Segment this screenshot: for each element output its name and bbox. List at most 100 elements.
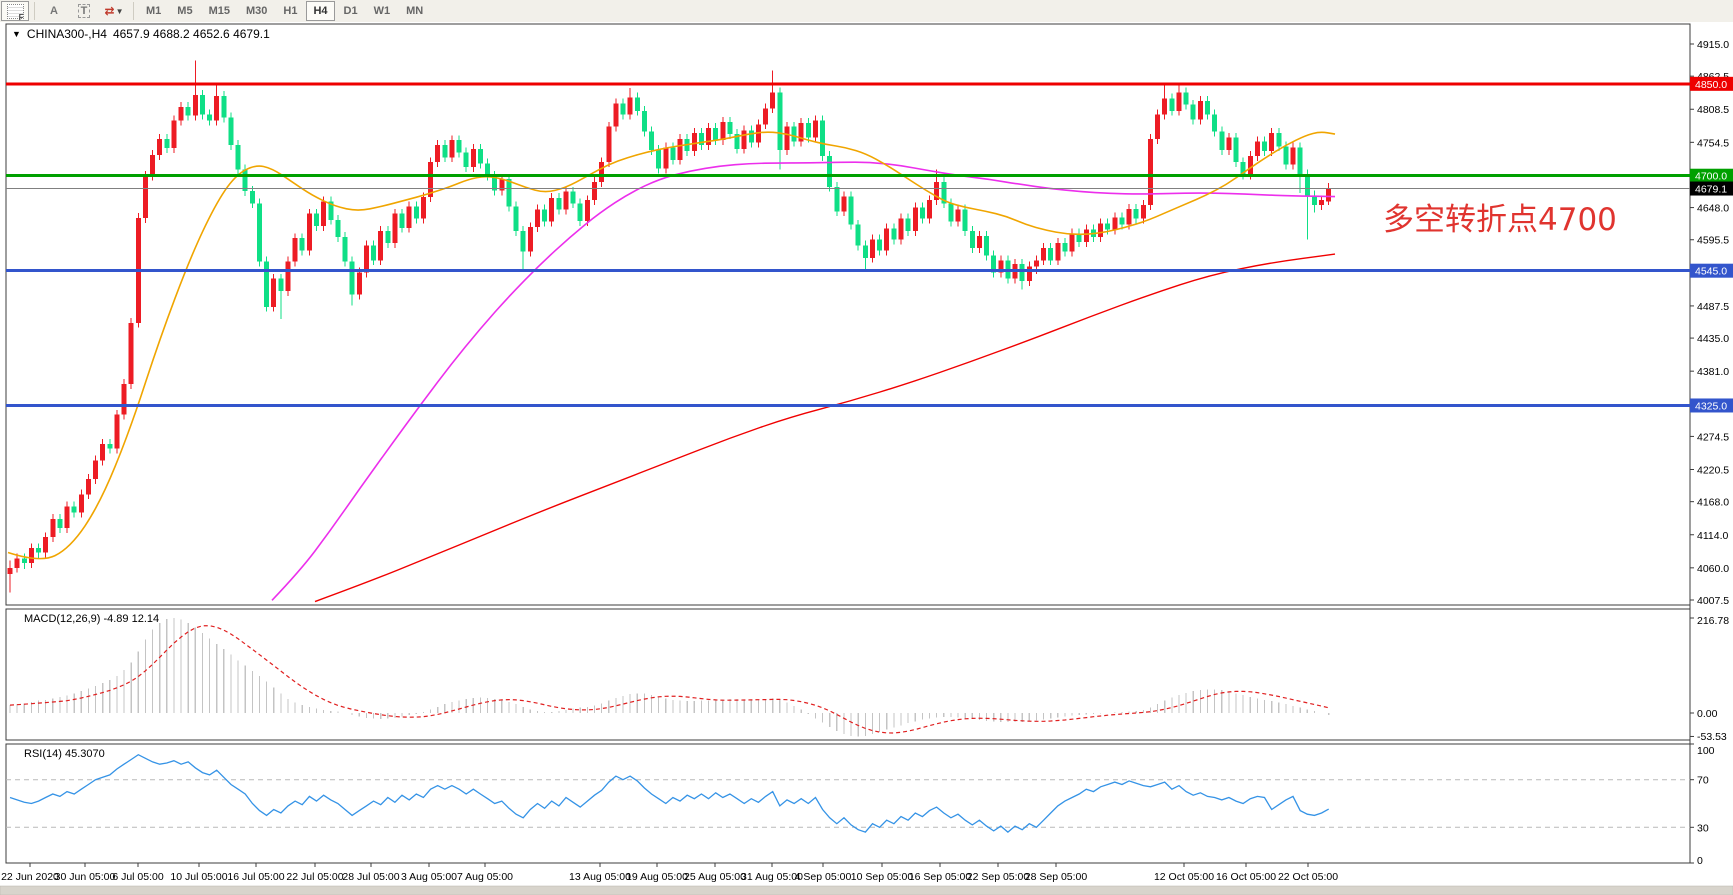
candle: [328, 201, 334, 220]
arrows-icon: ⇄: [104, 4, 115, 18]
toolbar-separator: [133, 2, 134, 20]
timeframe-button-M30[interactable]: M30: [245, 5, 268, 17]
candle: [599, 162, 605, 182]
candle: [727, 121, 733, 135]
macd-tick-label: 216.78: [1697, 615, 1729, 627]
candle: [855, 224, 861, 246]
candle: [834, 186, 840, 212]
price-tick-label: 4060.0: [1697, 563, 1729, 575]
rsi-tick-label: 30: [1697, 822, 1709, 834]
arrange-arrows-button[interactable]: ⇄ ▼: [100, 1, 128, 21]
timeframe-button-W1[interactable]: W1: [373, 5, 391, 17]
candle: [820, 120, 826, 157]
candle: [656, 149, 662, 169]
time-tick-label: 30 Jun 05:00: [55, 871, 116, 883]
rsi-tick-label: 0: [1697, 855, 1703, 867]
chart-canvas[interactable]: 4915.04862.54808.54754.54648.04595.54487…: [0, 22, 1733, 895]
time-tick-label: 22 Oct 05:00: [1278, 871, 1338, 883]
candle: [413, 206, 419, 219]
candle: [606, 126, 612, 163]
chart-window[interactable]: 4915.04862.54808.54754.54648.04595.54487…: [0, 22, 1733, 895]
text-box-button[interactable]: T: [70, 1, 98, 21]
price-tick-label: 4007.5: [1697, 595, 1729, 607]
candle: [199, 94, 205, 115]
candle: [763, 108, 769, 125]
time-tick-label: 19 Aug 05:00: [626, 871, 688, 883]
candle: [584, 200, 590, 222]
timeframe-button-MN[interactable]: MN: [406, 5, 424, 17]
price-badge-label: 4679.1: [1695, 184, 1727, 196]
price-tick-label: 4274.5: [1697, 431, 1729, 443]
price-tick-label: 4435.0: [1697, 333, 1729, 345]
candle: [934, 181, 940, 201]
candle: [378, 230, 384, 261]
timeframe-button-H1[interactable]: H1: [283, 5, 298, 17]
candle: [634, 97, 640, 111]
macd-panel[interactable]: [5, 608, 1691, 741]
timeframe-button-M1[interactable]: M1: [146, 5, 162, 17]
candle: [335, 219, 341, 237]
chevron-down-icon: ▼: [115, 6, 124, 16]
time-tick-label: 16 Oct 05:00: [1216, 871, 1276, 883]
candle: [1311, 195, 1317, 206]
price-tick-label: 4595.5: [1697, 235, 1729, 247]
main-chart-panel[interactable]: [5, 23, 1691, 606]
candle: [449, 140, 455, 158]
price-tick-label: 4220.5: [1697, 465, 1729, 477]
time-tick-label: 31 Aug 05:00: [741, 871, 803, 883]
candle: [406, 206, 412, 228]
candle: [506, 178, 512, 207]
candle: [278, 278, 284, 291]
candle: [1048, 248, 1054, 261]
timeframe-toolbar: M1 M5 M15 M30 H1 H4 D1 W1 MN: [138, 1, 431, 21]
candle: [43, 537, 49, 553]
candle: [969, 230, 975, 249]
timeframe-button-D1[interactable]: D1: [343, 5, 358, 17]
candle: [164, 138, 170, 149]
candle: [570, 191, 576, 204]
candle: [563, 191, 569, 210]
rsi-line: [9, 753, 1330, 833]
candle: [534, 209, 540, 228]
timeframe-button-M5[interactable]: M5: [177, 5, 193, 17]
price-badge-label: 4850.0: [1695, 79, 1727, 91]
candle: [264, 261, 270, 307]
macd-tick-label: 0.00: [1697, 708, 1718, 720]
price-badge-label: 4325.0: [1695, 400, 1727, 412]
chart-text-annotation[interactable]: 多空转折点4700: [1383, 202, 1617, 238]
candle: [1247, 156, 1253, 175]
candle: [891, 228, 897, 240]
candle: [1254, 141, 1260, 157]
timeframe-button-M15[interactable]: M15: [208, 5, 230, 17]
candle: [85, 478, 91, 495]
candle: [741, 130, 747, 149]
symbol-dropdown-icon[interactable]: ▼: [12, 29, 21, 39]
candle: [734, 134, 740, 149]
candle: [399, 213, 405, 228]
timeframe-button-H4[interactable]: H4: [306, 1, 335, 21]
candle: [1169, 98, 1175, 111]
candle: [1055, 243, 1061, 261]
candle: [71, 506, 77, 513]
price-badge: [1690, 398, 1733, 413]
rsi-panel[interactable]: [5, 743, 1691, 864]
candle: [21, 558, 27, 563]
candle: [64, 506, 70, 529]
candle: [1219, 131, 1225, 150]
grid-f-button[interactable]: F: [1, 1, 29, 22]
candle: [442, 145, 448, 158]
ohlc-readout: 4657.9 4688.2 4652.6 4679.1: [112, 27, 270, 41]
candle: [898, 218, 904, 240]
candle: [556, 197, 562, 210]
candle: [249, 191, 255, 204]
candle: [321, 201, 327, 226]
candle: [1033, 260, 1039, 267]
candle: [1069, 233, 1075, 252]
candle: [912, 207, 918, 231]
candle: [1197, 100, 1203, 120]
text-a-button[interactable]: A: [40, 1, 68, 21]
candle: [342, 236, 348, 262]
symbol-period-label: CHINA300-,H4: [26, 27, 107, 41]
candle: [1212, 114, 1218, 132]
candle: [477, 148, 483, 164]
